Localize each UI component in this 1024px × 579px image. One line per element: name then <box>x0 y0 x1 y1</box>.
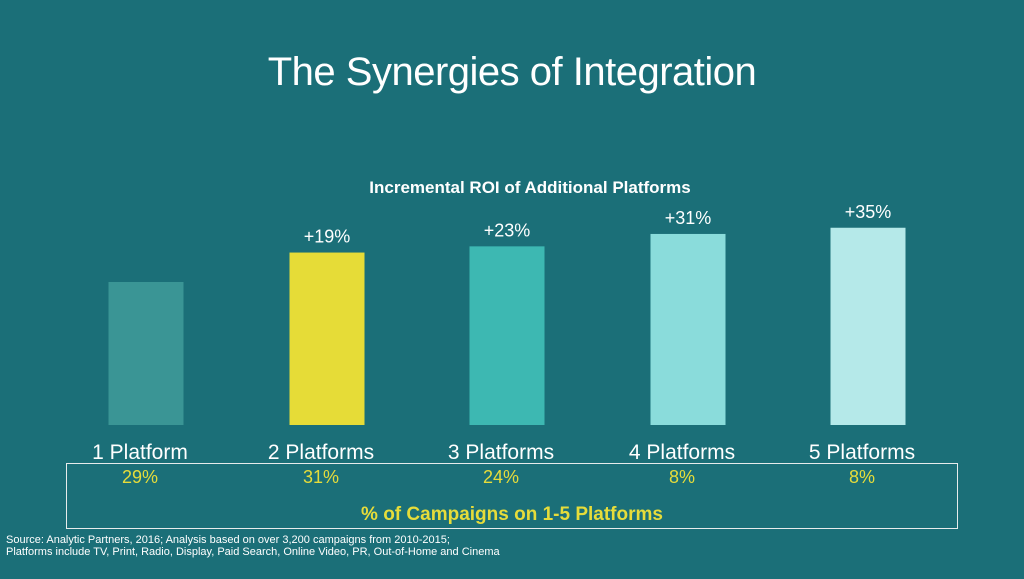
bar-2 <box>289 252 365 425</box>
campaign-share-1: 29% <box>122 467 158 487</box>
campaign-share-caption: % of Campaigns on 1-5 Platforms <box>361 504 663 525</box>
category-label-3: 3 Platforms <box>448 441 554 464</box>
bar-3 <box>469 246 545 425</box>
source-line-1: Source: Analytic Partners, 2016; Analysi… <box>6 534 450 546</box>
bar-5 <box>830 227 906 425</box>
bar-value-label-2: +19% <box>304 227 351 247</box>
source-note: Source: Analytic Partners, 2016; Analysi… <box>6 534 500 558</box>
chart-title: Incremental ROI of Additional Platforms <box>369 178 690 197</box>
bar-value-label-3: +23% <box>484 220 531 240</box>
category-label-4: 4 Platforms <box>629 441 735 464</box>
bar-value-label-5: +35% <box>845 202 892 222</box>
campaign-share-2: 31% <box>303 467 339 487</box>
bar-1 <box>108 282 184 425</box>
slide-title: The Synergies of Integration <box>267 50 757 94</box>
bar-4 <box>650 233 726 425</box>
campaign-share-4: 8% <box>669 467 695 487</box>
campaign-share-3: 24% <box>483 467 519 487</box>
campaign-share-5: 8% <box>849 467 875 487</box>
category-label-2: 2 Platforms <box>268 441 374 464</box>
campaign-share-box: % of Campaigns on 1-5 Platforms <box>66 463 958 529</box>
category-label-5: 5 Platforms <box>809 441 915 464</box>
bar-value-label-4: +31% <box>665 208 712 228</box>
category-label-1: 1 Platform <box>92 441 188 464</box>
source-line-2: Platforms include TV, Print, Radio, Disp… <box>6 546 500 558</box>
